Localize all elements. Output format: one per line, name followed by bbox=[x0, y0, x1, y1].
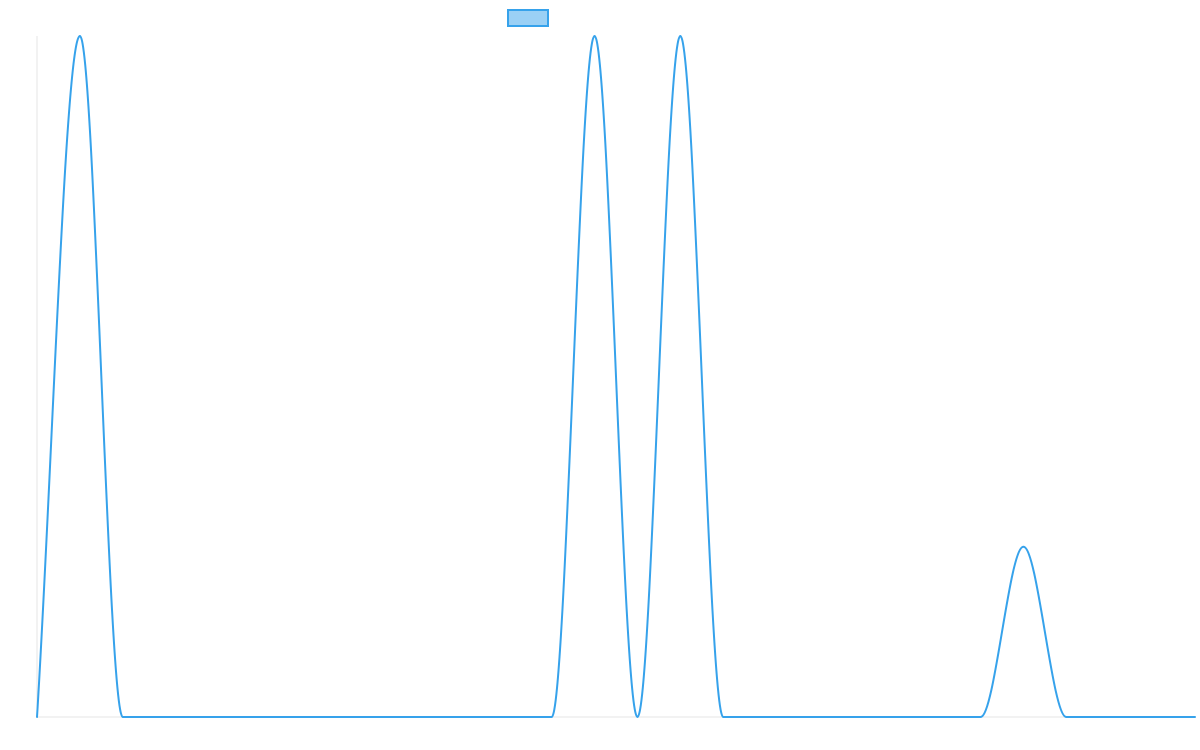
data-point-0-7[interactable] bbox=[333, 713, 341, 721]
data-point-0-12[interactable] bbox=[548, 713, 556, 721]
legend[interactable] bbox=[507, 9, 549, 27]
data-point-0-6[interactable] bbox=[290, 713, 298, 721]
data-point-0-23[interactable] bbox=[1019, 543, 1027, 551]
data-point-0-0[interactable] bbox=[33, 713, 41, 721]
data-point-0-24[interactable] bbox=[1062, 713, 1070, 721]
series-line-0 bbox=[36, 35, 1196, 719]
data-point-0-25[interactable] bbox=[1105, 713, 1113, 721]
data-point-0-26[interactable] bbox=[1148, 713, 1156, 721]
data-point-0-11[interactable] bbox=[505, 713, 513, 721]
legend-swatch[interactable] bbox=[507, 9, 549, 27]
data-point-0-9[interactable] bbox=[419, 713, 427, 721]
data-point-0-20[interactable] bbox=[891, 713, 899, 721]
data-point-0-10[interactable] bbox=[462, 713, 470, 721]
data-point-0-14[interactable] bbox=[633, 713, 641, 721]
data-point-0-5[interactable] bbox=[247, 713, 255, 721]
data-point-0-18[interactable] bbox=[805, 713, 813, 721]
data-point-0-27[interactable] bbox=[1191, 713, 1199, 721]
series-layer bbox=[33, 32, 1199, 721]
data-point-0-17[interactable] bbox=[762, 713, 770, 721]
data-point-0-4[interactable] bbox=[205, 713, 213, 721]
data-point-0-22[interactable] bbox=[977, 713, 985, 721]
data-point-0-2[interactable] bbox=[119, 713, 127, 721]
data-point-0-8[interactable] bbox=[376, 713, 384, 721]
data-point-0-3[interactable] bbox=[162, 713, 170, 721]
data-point-0-1[interactable] bbox=[76, 32, 84, 40]
data-point-0-16[interactable] bbox=[719, 713, 727, 721]
data-point-0-21[interactable] bbox=[934, 713, 942, 721]
data-point-0-13[interactable] bbox=[591, 32, 599, 40]
data-point-0-19[interactable] bbox=[848, 713, 856, 721]
data-point-0-15[interactable] bbox=[676, 32, 684, 40]
